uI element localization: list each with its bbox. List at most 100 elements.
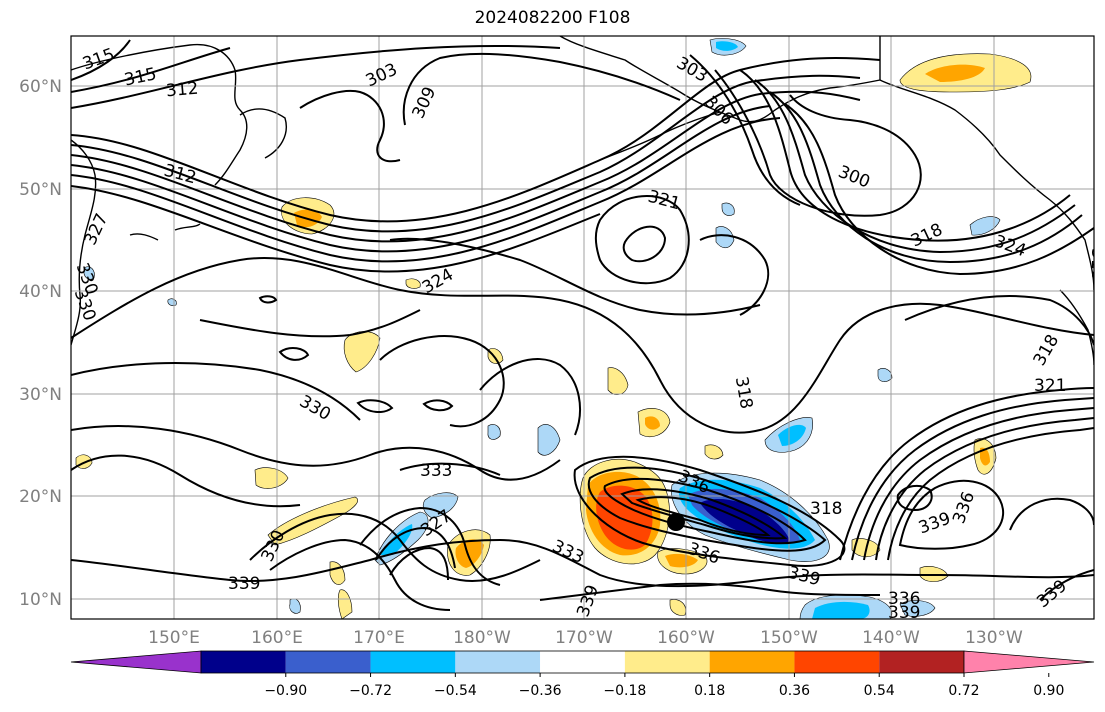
positive-anomaly-region (645, 416, 660, 430)
latitude-axis: 60°N 50°N 40°N 30°N 20°N 10°N (19, 77, 62, 610)
contour-line (71, 454, 301, 508)
positive-anomaly-region (405, 278, 421, 289)
colorbar-segment (879, 651, 964, 673)
colorbar-segment (201, 651, 286, 673)
contour-line (71, 44, 561, 109)
lon-label: 150°W (760, 628, 818, 648)
negative-anomaly-region (812, 601, 870, 619)
colorbar-tick-label: 0.54 (864, 683, 895, 699)
colorbar-segment (709, 651, 795, 673)
lat-label: 10°N (19, 590, 62, 610)
coastline-canada (879, 79, 1094, 291)
contour-line (71, 57, 881, 223)
contour-line (269, 538, 451, 611)
chart-title: 2024082200 F108 (474, 8, 631, 28)
contour-line (359, 506, 501, 586)
contour-line (769, 91, 1083, 264)
contour-line (784, 103, 1094, 276)
coastline-asia (71, 139, 97, 346)
lon-label: 170°E (353, 628, 405, 648)
contour-label: 336 (888, 589, 920, 609)
colorbar-tick-label: 0.36 (779, 683, 810, 699)
contour-line (71, 538, 1094, 588)
contour-line (258, 295, 278, 304)
coastline-kamchatka (71, 43, 248, 186)
colorbar: −0.90 −0.72 −0.54 −0.36 −0.18 0.18 0.36 0.54 0.7… (70, 650, 1095, 699)
lon-label: 180°W (453, 628, 511, 648)
contour-label: 339 (228, 574, 260, 594)
colorbar-segment (624, 651, 710, 673)
contour-line (71, 362, 361, 421)
lon-label: 160°E (251, 628, 303, 648)
contour-line (896, 484, 933, 512)
colorbar-tick-label: 0.18 (694, 683, 725, 699)
negative-anomaly-region (877, 368, 893, 382)
contour-line (299, 89, 401, 163)
contour-label: 318 (810, 499, 842, 519)
negative-anomaly-region (537, 424, 561, 456)
negative-anomaly-region (422, 492, 459, 519)
colorbar-tick-label: −0.72 (349, 683, 392, 699)
positive-anomaly-region (669, 599, 686, 616)
contour-line (71, 47, 231, 93)
positive-anomaly-region (337, 589, 353, 619)
contour-line (379, 335, 505, 428)
contour-line (863, 407, 1094, 561)
positive-anomaly-region (607, 367, 629, 395)
positive-anomaly-region (267, 496, 359, 546)
negative-anomaly-region (778, 424, 806, 446)
contour-line (278, 347, 310, 361)
positive-anomaly-region (665, 553, 698, 568)
lon-label: 130°W (965, 628, 1023, 648)
contour-label: 333 (420, 461, 452, 481)
colorbar-tick-label: −0.90 (264, 683, 307, 699)
positive-anomaly-region (980, 447, 990, 466)
contour-line (594, 195, 690, 285)
contour-line (422, 399, 454, 412)
lat-label: 40°N (19, 282, 62, 302)
lat-label: 20°N (19, 487, 62, 507)
lon-label: 170°W (555, 628, 613, 648)
map-frame (70, 35, 1095, 620)
contour-line (1009, 497, 1094, 531)
contour-line (904, 295, 1094, 346)
contour-line (739, 69, 1071, 242)
contour-line (699, 234, 770, 316)
contour-line (399, 462, 501, 476)
positive-anomaly-region (704, 444, 724, 460)
negative-anomaly-region (167, 298, 177, 306)
negative-anomaly-region (899, 600, 936, 617)
positive-anomaly-region (343, 331, 381, 373)
positive-anomaly-region (596, 485, 653, 550)
longitude-axis: 150°E 160°E 170°E 180°W 170°W 160°W 150°… (148, 628, 1023, 648)
lon-label: 140°W (862, 628, 920, 648)
colorbar-extend-min (70, 650, 202, 674)
contour-line (375, 526, 456, 569)
contour-label: 321 (1034, 376, 1066, 396)
colorbar-tick-label: −0.36 (519, 683, 562, 699)
negative-anomaly-region (721, 202, 735, 216)
contour-line (754, 79, 1076, 254)
contour-line (71, 39, 131, 81)
lon-label: 150°E (148, 628, 200, 648)
contour-label: 339 (888, 603, 920, 623)
contour-label: 318 (1087, 248, 1105, 280)
contour-line (573, 455, 846, 567)
contour-line (898, 479, 1005, 550)
contour-line (875, 417, 1094, 561)
colorbar-segment (455, 651, 541, 673)
negative-anomaly-region (83, 266, 95, 280)
graticule (71, 36, 1094, 619)
contour-line (71, 185, 601, 273)
lat-label: 30°N (19, 385, 62, 405)
colorbar-segment (540, 651, 625, 673)
positive-anomaly-region (925, 64, 985, 82)
shading-layer (75, 38, 1032, 619)
contour-line (839, 387, 1094, 561)
contour-line (71, 74, 861, 233)
contour-line (622, 225, 667, 263)
contour-line (71, 117, 781, 263)
contour-line (199, 309, 421, 338)
contour-line (389, 546, 449, 581)
